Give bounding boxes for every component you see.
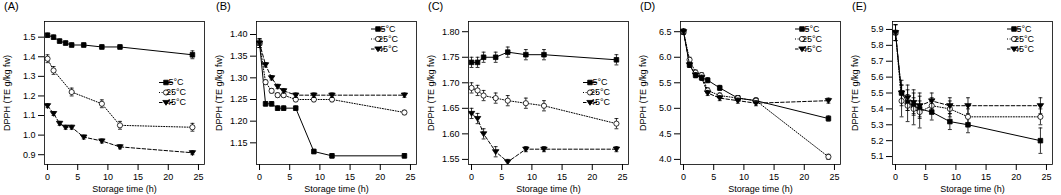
svg-text:0: 0 <box>45 172 50 182</box>
svg-text:45°C: 45°C <box>1014 44 1035 54</box>
html-text:(E): (E) <box>852 0 867 12</box>
svg-text:1.5: 1.5 <box>23 32 36 42</box>
svg-text:5°C: 5°C <box>1016 24 1032 34</box>
svg-text:15: 15 <box>769 172 779 182</box>
svg-text:1.65: 1.65 <box>442 103 460 113</box>
svg-text:5°C: 5°C <box>804 24 820 34</box>
svg-text:1.25: 1.25 <box>230 94 248 104</box>
svg-text:1.80: 1.80 <box>442 27 460 37</box>
svg-text:15: 15 <box>981 172 991 182</box>
svg-text:10: 10 <box>739 172 749 182</box>
svg-text:0: 0 <box>469 172 474 182</box>
svg-text:15: 15 <box>345 172 355 182</box>
html-text:(A): (A) <box>4 0 19 12</box>
svg-text:20: 20 <box>375 172 385 182</box>
svg-text:25°C: 25°C <box>802 34 823 44</box>
html-text:(D): (D) <box>640 0 656 12</box>
svg-text:5.9: 5.9 <box>871 24 884 34</box>
svg-text:Storage time (h): Storage time (h) <box>728 184 793 194</box>
svg-text:10: 10 <box>527 172 537 182</box>
svg-text:45°C: 45°C <box>590 97 611 107</box>
svg-text:5.8: 5.8 <box>871 40 884 50</box>
svg-text:25: 25 <box>1041 172 1051 182</box>
svg-text:1.3: 1.3 <box>23 71 36 81</box>
svg-text:1.70: 1.70 <box>442 78 460 88</box>
svg-text:Storage time (h): Storage time (h) <box>92 184 157 194</box>
svg-text:1.20: 1.20 <box>230 116 248 126</box>
svg-text:25: 25 <box>405 172 415 182</box>
svg-text:20: 20 <box>163 172 173 182</box>
svg-text:5.2: 5.2 <box>871 136 884 146</box>
svg-text:5.1: 5.1 <box>871 151 884 161</box>
html-text:(B): (B) <box>216 0 231 12</box>
svg-text:0: 0 <box>681 172 686 182</box>
svg-text:1.35: 1.35 <box>230 51 248 61</box>
svg-text:1.75: 1.75 <box>442 52 460 62</box>
svg-text:5°C: 5°C <box>592 77 608 87</box>
svg-text:25°C: 25°C <box>378 34 399 44</box>
svg-text:10: 10 <box>103 172 113 182</box>
svg-text:1.40: 1.40 <box>230 29 248 39</box>
svg-text:45°C: 45°C <box>378 44 399 54</box>
svg-text:4.5: 4.5 <box>659 129 672 139</box>
svg-text:25°C: 25°C <box>1014 34 1035 44</box>
svg-text:5: 5 <box>499 172 504 182</box>
svg-text:20: 20 <box>799 172 809 182</box>
svg-text:DPPH (TE g/kg fw): DPPH (TE g/kg fw) <box>638 55 648 131</box>
svg-text:Storage time (h): Storage time (h) <box>304 184 369 194</box>
svg-text:0: 0 <box>893 172 898 182</box>
svg-text:DPPH (TE g/kg fw): DPPH (TE g/kg fw) <box>426 55 436 131</box>
svg-text:1.4: 1.4 <box>23 52 36 62</box>
svg-text:5: 5 <box>711 172 716 182</box>
svg-text:45°C: 45°C <box>166 97 187 107</box>
svg-text:4.0: 4.0 <box>659 154 672 164</box>
svg-text:1.15: 1.15 <box>230 138 248 148</box>
svg-text:5.0: 5.0 <box>659 103 672 113</box>
svg-text:25: 25 <box>617 172 627 182</box>
svg-text:Storage time (h): Storage time (h) <box>940 184 1005 194</box>
svg-text:5: 5 <box>923 172 928 182</box>
svg-text:DPPH (TE g/kg fw): DPPH (TE g/kg fw) <box>850 55 860 131</box>
svg-text:5: 5 <box>287 172 292 182</box>
svg-text:Storage time (h): Storage time (h) <box>516 184 581 194</box>
svg-text:15: 15 <box>133 172 143 182</box>
svg-text:5.5: 5.5 <box>659 78 672 88</box>
svg-text:1.1: 1.1 <box>23 110 36 120</box>
svg-text:5.6: 5.6 <box>871 72 884 82</box>
svg-text:15: 15 <box>557 172 567 182</box>
svg-text:5.3: 5.3 <box>871 120 884 130</box>
svg-text:1.2: 1.2 <box>23 91 36 101</box>
svg-text:1.60: 1.60 <box>442 129 460 139</box>
svg-text:0.9: 0.9 <box>23 150 36 160</box>
svg-text:10: 10 <box>315 172 325 182</box>
svg-text:6.0: 6.0 <box>659 52 672 62</box>
svg-text:DPPH (TE g/kg fw): DPPH (TE g/kg fw) <box>214 55 224 131</box>
svg-text:5: 5 <box>75 172 80 182</box>
svg-text:25°C: 25°C <box>166 87 187 97</box>
svg-text:5.4: 5.4 <box>871 104 884 114</box>
html-text:(C): (C) <box>428 0 444 12</box>
svg-text:25: 25 <box>829 172 839 182</box>
svg-text:1.30: 1.30 <box>230 73 248 83</box>
svg-text:6.5: 6.5 <box>659 27 672 37</box>
svg-text:10: 10 <box>951 172 961 182</box>
svg-text:1.55: 1.55 <box>442 154 460 164</box>
svg-text:0: 0 <box>257 172 262 182</box>
svg-text:5.5: 5.5 <box>871 88 884 98</box>
svg-text:25°C: 25°C <box>590 87 611 97</box>
svg-text:5.7: 5.7 <box>871 56 884 66</box>
svg-text:5°C: 5°C <box>380 24 396 34</box>
svg-text:20: 20 <box>1011 172 1021 182</box>
svg-text:DPPH (TE g/kg fw): DPPH (TE g/kg fw) <box>2 55 12 131</box>
svg-text:1.0: 1.0 <box>23 130 36 140</box>
svg-text:20: 20 <box>587 172 597 182</box>
svg-text:25: 25 <box>193 172 203 182</box>
svg-text:5°C: 5°C <box>168 77 184 87</box>
svg-text:45°C: 45°C <box>802 44 823 54</box>
